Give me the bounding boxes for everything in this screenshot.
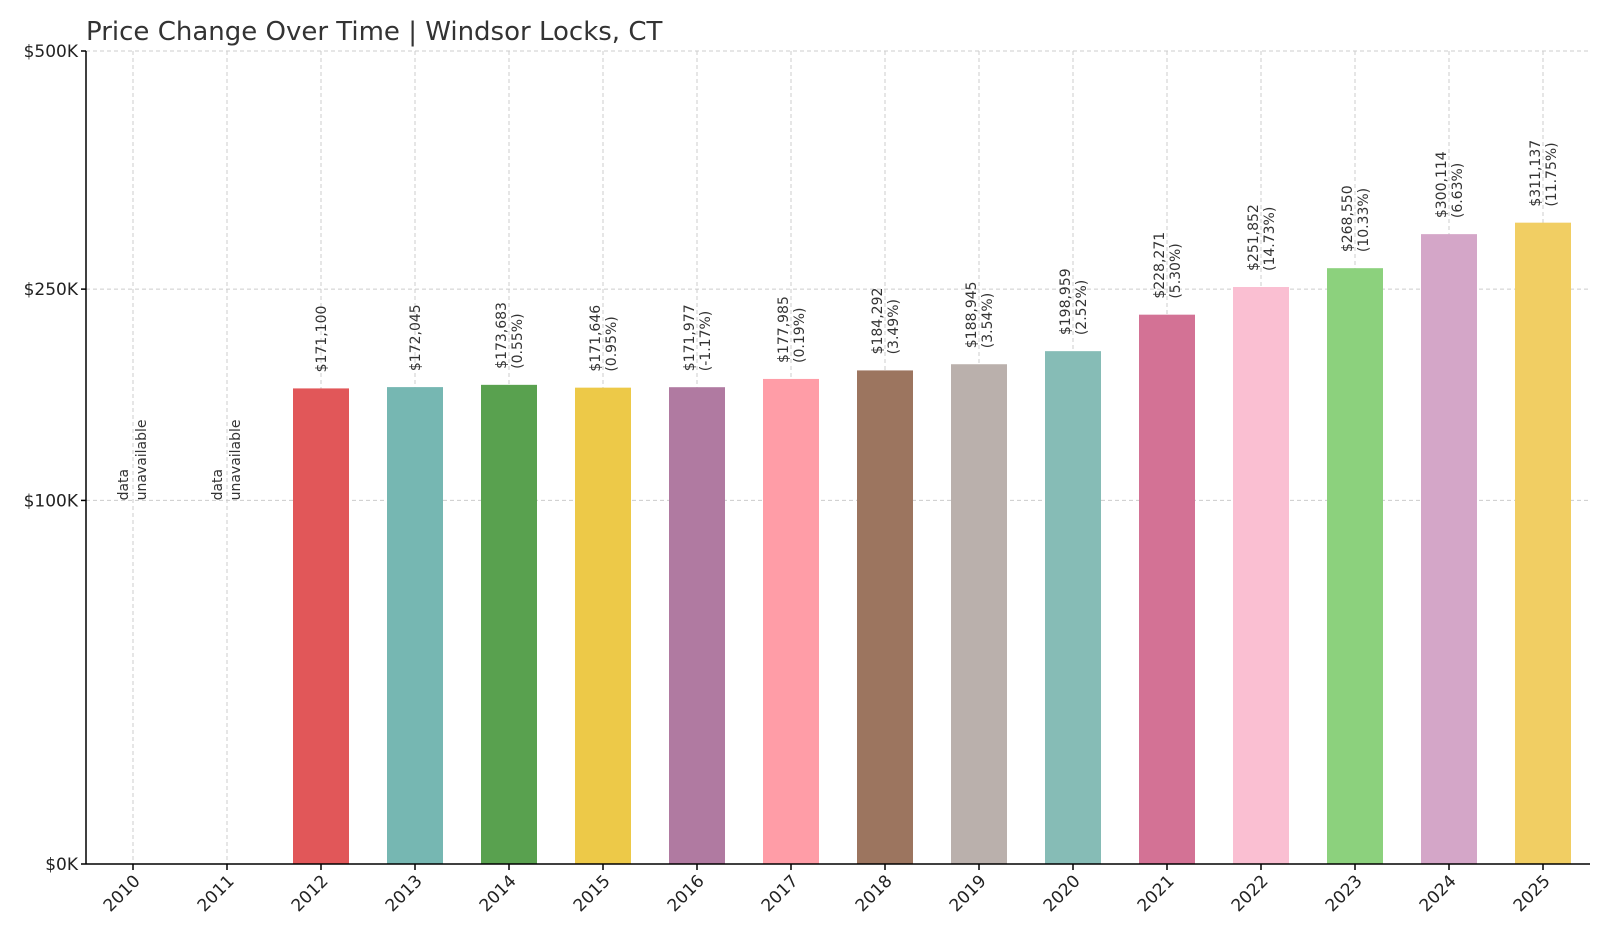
x-tick-label: 2016 (664, 871, 709, 916)
x-tick-label: 2019 (946, 871, 991, 916)
bar-value-label: $171,646(0.95%) (588, 305, 620, 372)
y-tick-label: $250K (24, 280, 79, 300)
bar-value-label: $184,292(3.49%) (870, 288, 902, 355)
x-tick-label: 2015 (570, 871, 615, 916)
bar-value-label: $172,045 (408, 304, 424, 371)
bar-value-label: $311,137(11.75%) (1528, 140, 1560, 207)
y-tick-label: $0K (45, 855, 79, 875)
y-tick-label: $500K (24, 42, 79, 62)
bar-2016 (669, 387, 725, 864)
bar-2015 (575, 387, 631, 864)
x-tick-label: 2018 (852, 871, 897, 916)
bar-value-label: $300,114(6.63%) (1434, 151, 1466, 218)
x-tick-label: 2021 (1134, 871, 1179, 916)
bar-2019 (951, 364, 1007, 864)
bar-2024 (1421, 234, 1477, 864)
x-tick-label: 2013 (382, 871, 427, 916)
bar-2020 (1045, 351, 1101, 864)
bar-value-label: $268,550(10.33%) (1340, 185, 1372, 252)
x-tick-label: 2020 (1040, 871, 1085, 916)
data-unavailable-label: data unavailable (210, 419, 244, 500)
bar-value-label: $251,852(14.73%) (1246, 204, 1278, 271)
bar-value-label: $198,959(2.52%) (1058, 268, 1090, 335)
x-tick-label: 2025 (1510, 871, 1555, 916)
x-tick-label: 2011 (194, 871, 239, 916)
bar-value-label: $171,977(-1.17%) (682, 304, 714, 371)
bar-value-label: $177,985(0.19%) (776, 296, 808, 363)
bar-2025 (1515, 222, 1571, 864)
data-unavailable-label: data unavailable (116, 419, 150, 500)
axes (81, 50, 1590, 870)
bar-2021 (1139, 314, 1195, 864)
bar-2014 (481, 384, 537, 864)
x-tick-label: 2010 (100, 871, 145, 916)
bar-2023 (1327, 268, 1383, 865)
x-tick-label: 2022 (1228, 871, 1273, 916)
data-labels: data unavailable data unavailable $171,100 $1… (116, 140, 1560, 501)
bar-value-label: $228,271(5.30%) (1152, 232, 1184, 299)
x-tick-labels: 2010 2011 2012 2013 2014 2015 2016 2017 2018 2019… (100, 871, 1555, 916)
bar-2018 (857, 370, 913, 864)
bar-2013 (387, 387, 443, 864)
x-tick-label: 2014 (476, 871, 521, 916)
x-tick-label: 2023 (1322, 871, 1367, 916)
bar-2012 (293, 388, 349, 864)
y-tick-label: $100K (24, 491, 79, 511)
bar-value-label: $188,945(3.54%) (964, 281, 996, 348)
x-tick-label: 2017 (758, 871, 803, 916)
y-tick-labels: $0K $100K $250K $500K (24, 42, 79, 875)
x-tick-label: 2024 (1416, 871, 1461, 916)
bar-value-label: $173,683(0.55%) (494, 302, 526, 369)
bar-2022 (1233, 286, 1289, 864)
chart-title: Price Change Over Time | Windsor Locks, … (86, 17, 662, 47)
x-tick-label: 2012 (288, 871, 333, 916)
bars (293, 222, 1571, 865)
bar-2017 (763, 378, 819, 864)
bar-value-label: $171,100 (314, 306, 330, 373)
